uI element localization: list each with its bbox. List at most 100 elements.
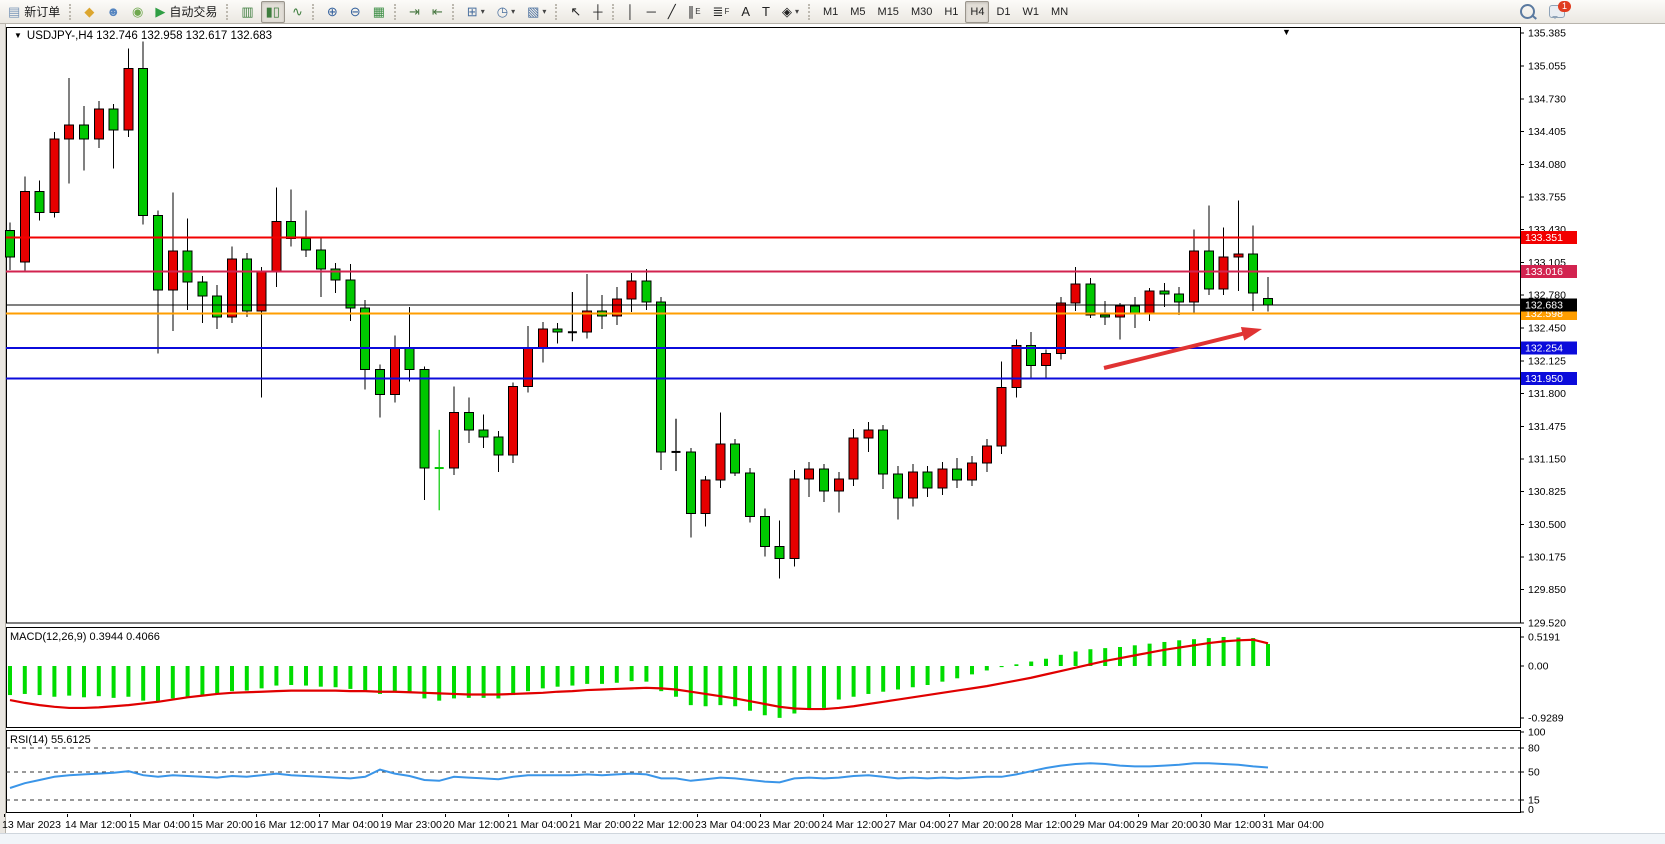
timeframe-d1-button[interactable]: D1 <box>991 1 1015 23</box>
candle <box>848 428 859 487</box>
candle <box>493 430 504 473</box>
candle <box>419 366 430 501</box>
community-button[interactable]: ◆ <box>79 1 99 23</box>
timeframe-m15-button[interactable]: M15 <box>873 1 904 23</box>
tile-windows-button[interactable]: ▦ <box>368 1 390 23</box>
candle <box>227 246 237 324</box>
candle <box>153 210 163 354</box>
vertical-line-button[interactable]: │ <box>622 1 640 23</box>
market-broadcast-icon: ◉ <box>132 4 144 19</box>
fibonacci-button[interactable]: ≣ F <box>708 1 735 23</box>
svg-text:133.351: 133.351 <box>1525 232 1563 244</box>
text-button[interactable]: A <box>736 1 755 23</box>
timeframe-h4-button[interactable]: H4 <box>965 0 990 23</box>
candle <box>523 326 533 393</box>
trendline-button[interactable]: ╱ <box>663 1 681 23</box>
time-axis[interactable]: 13 Mar 2023 14 Mar 12:00 15 Mar 04:00 15 Ma… <box>0 814 1665 833</box>
zoom-in-icon: ⊕ <box>326 4 338 19</box>
candle <box>301 210 311 257</box>
bar-chart-type-button[interactable]: ▥ <box>236 1 258 23</box>
candle <box>1218 227 1229 296</box>
macd-pane[interactable]: 0.5191 0.00 -0.9289 <box>0 627 1665 730</box>
candle <box>656 297 667 471</box>
zoom-in-button[interactable]: ⊕ <box>322 1 343 23</box>
timeframe-m30-button[interactable]: M30 <box>906 1 937 23</box>
timeframe-h1-button[interactable]: H1 <box>939 1 963 23</box>
equidistant-channel-button[interactable]: ∥ E <box>683 1 706 23</box>
periods-button[interactable]: ◷ ▾ <box>492 1 520 23</box>
candle <box>1070 266 1081 312</box>
rsi-axis-label: 50 <box>1528 767 1540 779</box>
candle <box>449 386 459 476</box>
chart-shift-icon: ⇤ <box>431 4 443 19</box>
fibonacci-icon: ≣ <box>712 4 724 19</box>
time-axis-label: 31 Mar 04:00 <box>1262 819 1324 831</box>
notifications-icon[interactable]: 1 <box>1549 1 1571 19</box>
new-chart-button[interactable]: ⊞ ▾ <box>462 1 490 23</box>
candle <box>478 414 489 448</box>
cursor-button[interactable]: ↖ <box>565 1 586 23</box>
chart-shift-button[interactable]: ⇤ <box>427 1 448 23</box>
main-chart-pane[interactable]: 135.385 135.055 134.730 134.405 134.080 133.7… <box>0 25 1665 629</box>
macd-pane-border <box>6 627 1521 728</box>
rsi-pane[interactable]: 100 80 50 150 <box>0 727 1665 816</box>
candle <box>463 397 474 443</box>
auto-scroll-button[interactable]: ⇥ <box>404 1 425 23</box>
candle <box>1233 200 1244 292</box>
dropdown-arrow-icon[interactable]: ▾ <box>480 7 485 16</box>
crosshair-button[interactable]: ┼ <box>588 1 607 23</box>
auto-trading-button[interactable]: ▶ 自动交易 <box>150 1 222 23</box>
price-axis-label: 134.730 <box>1528 93 1566 105</box>
candle <box>774 520 785 579</box>
time-axis-label: 20 Mar 12:00 <box>443 819 505 831</box>
candle <box>197 275 208 324</box>
market-broadcast-button[interactable]: ◉ <box>127 1 148 23</box>
tile-windows-icon: ▦ <box>372 4 385 19</box>
rsi-axis-label: 80 <box>1528 743 1540 755</box>
candle <box>745 468 755 523</box>
dropdown-arrow-icon[interactable]: ▾ <box>542 7 547 16</box>
candle <box>79 105 89 171</box>
zoom-out-button[interactable]: ⊖ <box>345 1 366 23</box>
macd-axis-label: -0.9289 <box>1528 712 1564 724</box>
time-axis-label: 14 Mar 12:00 <box>65 819 127 831</box>
toolbar-separator <box>393 3 399 20</box>
dropdown-arrow-icon[interactable]: ▾ <box>794 7 799 16</box>
time-axis-label: 21 Mar 04:00 <box>506 819 568 831</box>
text-icon: A <box>741 4 750 19</box>
indicators-button[interactable]: ▧ ▾ <box>522 1 551 23</box>
timeframe-m5-button[interactable]: M5 <box>845 1 870 23</box>
community-icon: ◆ <box>84 4 95 19</box>
horizontal-line-button[interactable]: ─ <box>642 1 661 23</box>
candle <box>611 286 622 326</box>
main-pane-border <box>6 27 1521 624</box>
line-chart-type-button[interactable]: ∿ <box>287 1 308 23</box>
trendline-icon: ╱ <box>667 4 676 19</box>
candle <box>981 438 992 473</box>
equidistant-channel-icon: ∥ <box>687 4 695 19</box>
symbol-dropdown-icon[interactable]: ▼ <box>14 31 22 40</box>
signals-button[interactable]: ☻ <box>101 1 125 23</box>
candle <box>360 300 371 390</box>
text-label-button[interactable]: T <box>757 1 775 23</box>
candle <box>1041 349 1051 379</box>
auto-scroll-icon: ⇥ <box>408 4 420 19</box>
candle <box>552 323 563 344</box>
timeframe-m1-button[interactable]: M1 <box>818 1 843 23</box>
trend-arrow[interactable] <box>1103 326 1262 370</box>
candlestick-chart-type-button[interactable]: ▮▯ <box>260 0 285 23</box>
dropdown-arrow-icon[interactable]: ▾ <box>511 7 516 16</box>
time-axis-label: 23 Mar 20:00 <box>758 819 820 831</box>
arrows-tool-button[interactable]: ◈ ▾ <box>777 1 804 23</box>
search-icon[interactable] <box>1520 4 1535 19</box>
price-axis-label: 135.385 <box>1528 28 1566 40</box>
price-axis-label: 134.405 <box>1528 126 1566 138</box>
timeframe-w1-button[interactable]: W1 <box>1018 1 1045 23</box>
candle <box>330 262 341 294</box>
new-order-button[interactable]: ▤ 新订单 <box>3 1 65 23</box>
price-axis-label: 133.755 <box>1528 191 1566 203</box>
candle <box>404 307 415 382</box>
candle <box>19 176 30 271</box>
candle <box>730 438 741 477</box>
timeframe-mn-button[interactable]: MN <box>1046 1 1073 23</box>
